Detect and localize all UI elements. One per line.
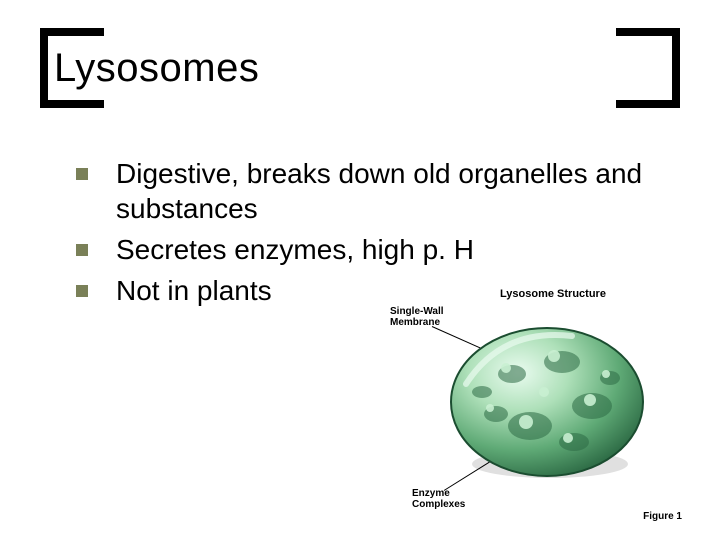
lysosome-illustration-icon bbox=[442, 314, 652, 494]
title-bracket-right bbox=[616, 28, 680, 108]
bullet-text: Digestive, breaks down old organelles an… bbox=[116, 156, 676, 226]
slide-title: Lysosomes bbox=[54, 46, 259, 91]
bullet-text: Secretes enzymes, high p. H bbox=[116, 232, 474, 267]
figure-caption: Figure 1 bbox=[643, 511, 682, 522]
bullet-marker-icon bbox=[76, 168, 88, 180]
bullet-marker-icon bbox=[76, 244, 88, 256]
bullet-marker-icon bbox=[76, 285, 88, 297]
lysosome-figure: Lysosome Structure Single-Wall Membrane … bbox=[382, 288, 682, 524]
list-item: Secretes enzymes, high p. H bbox=[76, 232, 676, 267]
figure-title: Lysosome Structure bbox=[500, 288, 606, 300]
bullet-text: Not in plants bbox=[116, 273, 272, 308]
list-item: Digestive, breaks down old organelles an… bbox=[76, 156, 676, 226]
